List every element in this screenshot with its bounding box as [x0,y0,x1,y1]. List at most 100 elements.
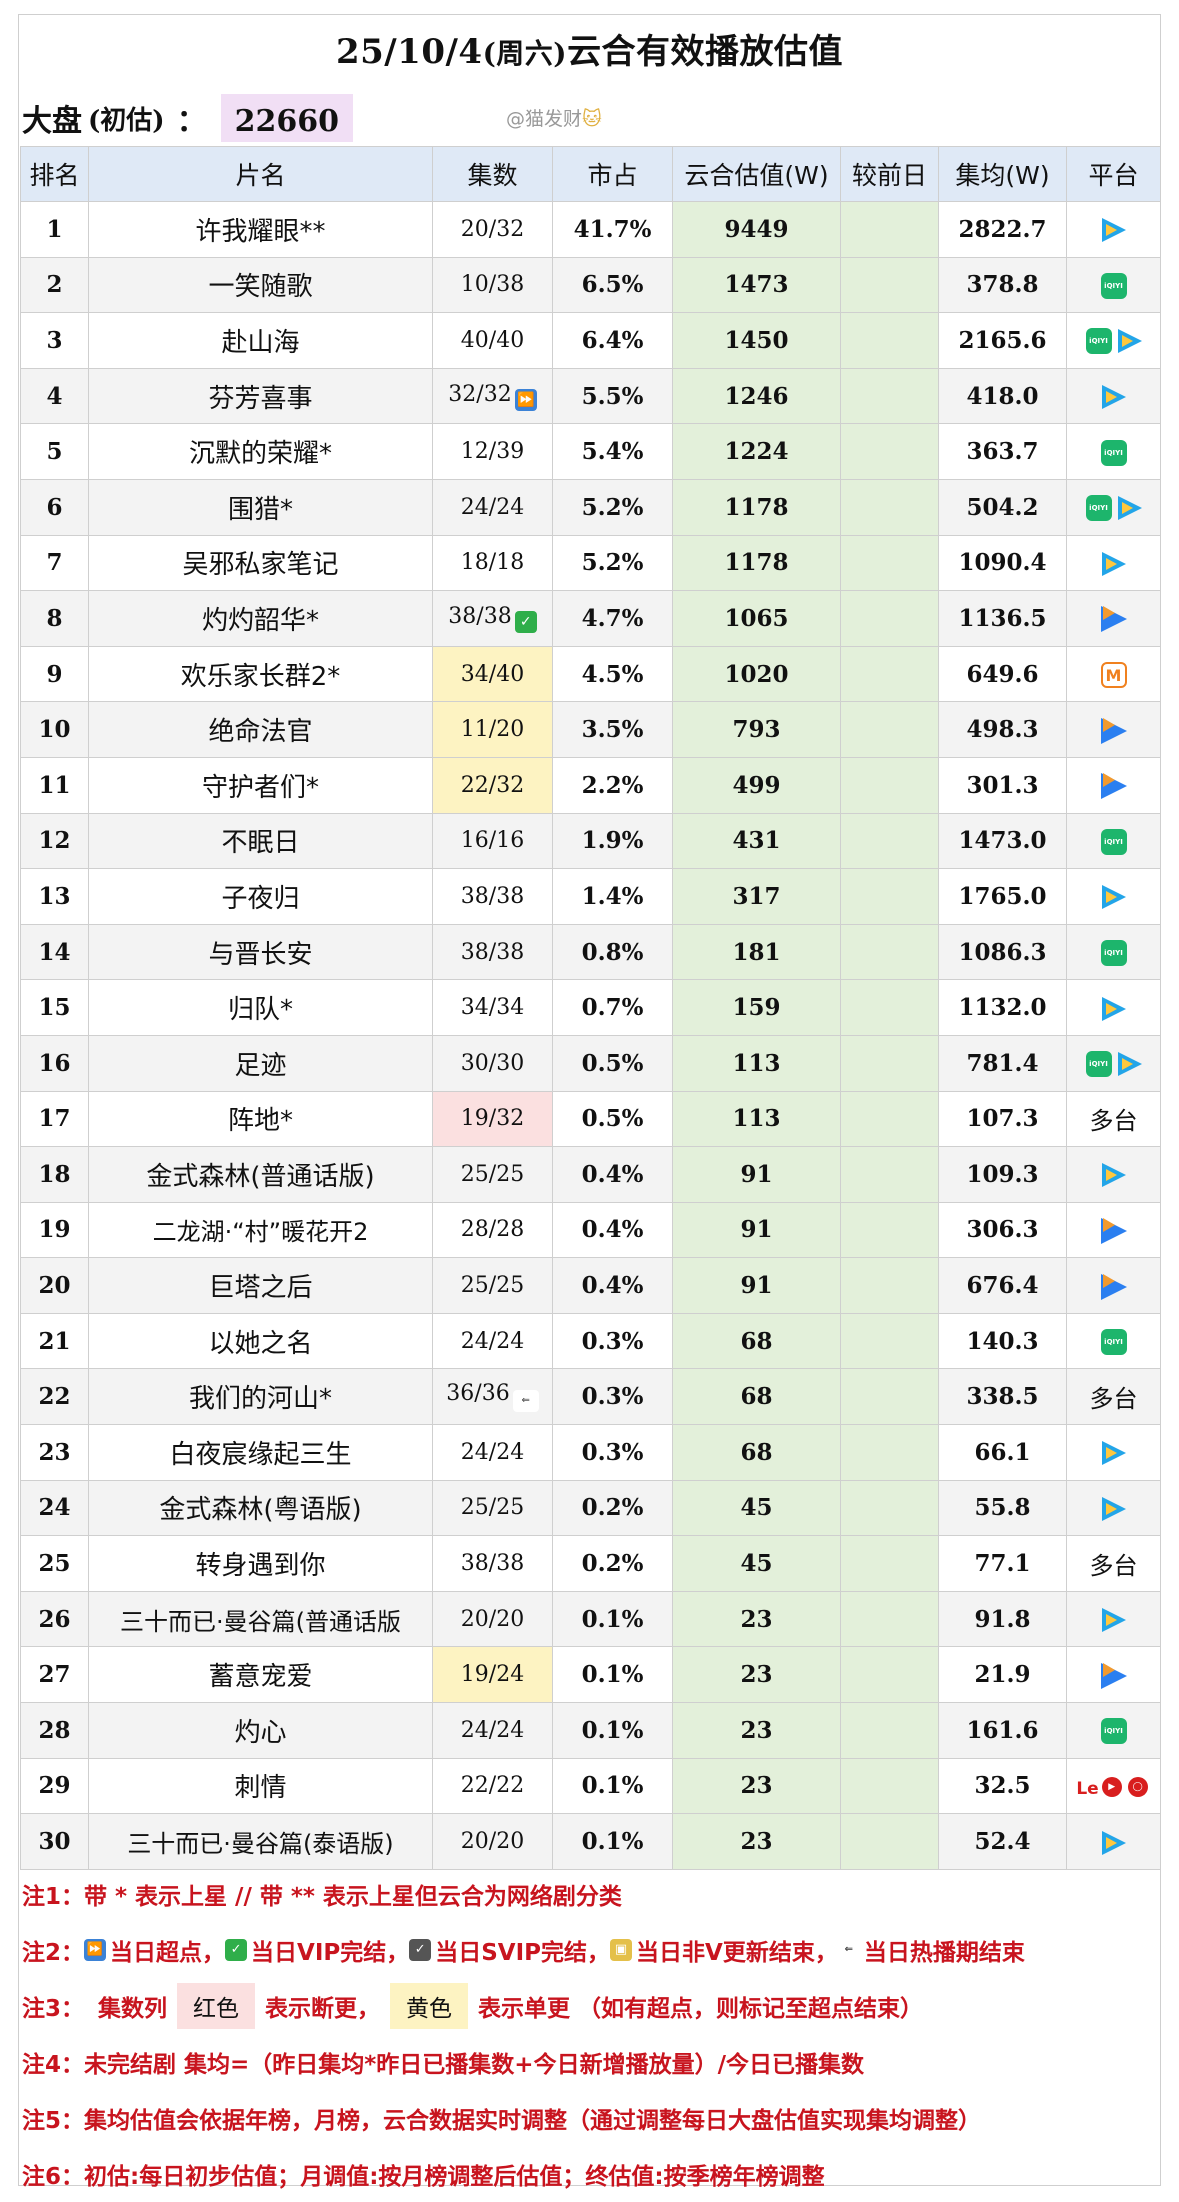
change-cell [840,645,939,703]
yellow-swatch: 黄色 [390,1983,469,2029]
episodes-cell: 22/32 [432,756,553,814]
episodes-text: 24/24 [460,1439,525,1465]
note-2: 注2： ⏩ 当日超点， ✓ 当日VIP完结， ✓ 当日SVIP完结， ▣ 当日非V更新结… [22,1922,1162,1978]
youku-icon [1100,773,1127,800]
platform-cell: iQIYI [1066,312,1161,369]
average-cell: 378.8 [938,256,1067,314]
episodes-cell: 20/32 [432,201,553,258]
rank-cell: 15 [20,979,89,1036]
column-header: 排名 [20,146,89,202]
rank-cell: 18 [20,1146,89,1203]
table-row: 7 吴邪私家笔记 18/18 5.2% 1178 1090.4 [20,534,1161,592]
table-row: 11 守护者们* 22/32 2.2% 499 301.3 [20,756,1161,814]
share-cell: 5.2% [552,534,673,592]
notes-section: 注1：带 * 表示上星 // 带 ** 表示上星但云合为网络剧分类 注2： ⏩ 当… [22,1866,1162,2202]
platform-cell: iQIYI [1066,923,1161,981]
episodes-cell: 24/24 [432,1312,553,1370]
column-header: 平台 [1066,146,1161,202]
change-cell [840,590,939,647]
rank-cell: 19 [20,1201,89,1259]
platform-cell [1066,367,1161,425]
episodes-text: 25/25 [460,1273,525,1299]
table-row: 14 与晋长安 38/38 0.8% 181 1086.3 iQIYI [20,923,1161,981]
platform-cell [1066,534,1161,592]
ranking-table: 排名 片名 集数 市占 云合估值(W) 较前日 集均(W) 平台 1 许我耀眼** 20/32 41… [20,146,1161,1870]
tencent-video-icon [1101,1496,1126,1521]
title-cell: 绝命法官 [88,701,433,758]
letv-icon: Le ▶ ◯ [1076,1772,1150,1800]
title-cell: 白夜宸缘起三生 [88,1424,433,1481]
title-cell: 巨塔之后 [88,1257,433,1314]
episodes-text: 11/20 [460,717,525,743]
platform-cell [1066,201,1161,258]
average-cell: 1086.3 [938,923,1067,981]
episodes-text: 19/32 [460,1106,525,1132]
youku-icon [1100,606,1127,633]
platform-cell [1066,979,1161,1036]
youku-icon [1100,1273,1127,1300]
estimate-cell: 1178 [672,534,841,592]
svip-check-icon: ✓ [409,1939,432,1961]
title-cell: 三十而已·曼谷篇(泰语版) [88,1813,433,1870]
note-2-d: 当日非V更新结束， [636,1940,838,1966]
change-cell [840,1034,939,1092]
title-cell: 阵地* [88,1090,433,1148]
average-cell: 1765.0 [938,868,1067,925]
title-text: 云合有效播放估值 [567,32,844,72]
table-row: 22 我们的河山* 36/36 ⇐ 0.3% 68 338.5 多台 [20,1368,1161,1426]
iqiyi-icon: iQIYI [1100,940,1127,967]
estimate-cell: 68 [672,1312,841,1370]
rank-cell: 6 [20,478,89,536]
change-cell [840,1479,939,1537]
change-cell [840,1757,939,1815]
episodes-cell: 18/18 [432,534,553,592]
estimate-cell: 91 [672,1257,841,1314]
note-1: 注1：带 * 表示上星 // 带 ** 表示上星但云合为网络剧分类 [22,1884,622,1910]
share-cell: 0.5% [552,1034,673,1092]
estimate-cell: 317 [672,868,841,925]
title-cell: 不眠日 [88,812,433,870]
rank-cell: 25 [20,1535,89,1592]
estimate-cell: 68 [672,1424,841,1481]
change-cell [840,979,939,1036]
estimate-cell: 45 [672,1535,841,1592]
title-cell: 三十而已·曼谷篇(普通话版 [88,1590,433,1648]
share-cell: 6.4% [552,312,673,369]
table-row: 20 巨塔之后 25/25 0.4% 91 676.4 [20,1257,1161,1314]
episodes-cell: 38/38 [432,1535,553,1592]
note-6: 注6：初估:每日初步估值；月调值:按月榜调整后估值；终估值:按季榜年榜调整 [22,2164,825,2190]
average-cell: 418.0 [938,367,1067,425]
column-header: 集数 [432,146,553,202]
platform-cell [1066,756,1161,814]
episodes-cell: 20/20 [432,1813,553,1870]
rank-cell: 30 [20,1813,89,1870]
platform-cell: iQIYI [1066,1702,1161,1759]
share-cell: 0.8% [552,923,673,981]
letv-circle-icon: ◯ [1127,1777,1148,1798]
average-cell: 32.5 [938,1757,1067,1815]
tencent-video-icon [1101,218,1126,243]
average-cell: 55.8 [938,1479,1067,1537]
table-row: 8 灼灼韶华* 38/38 ✓ 4.7% 1065 1136.5 [20,590,1161,647]
share-cell: 4.5% [552,645,673,703]
table-body: 1 许我耀眼** 20/32 41.7% 9449 2822.7 2 一笑随歌 10/38 6.5… [20,201,1161,1870]
estimate-cell: 499 [672,756,841,814]
table-row: 26 三十而已·曼谷篇(普通话版 20/20 0.1% 23 91.8 [20,1590,1161,1648]
iqiyi-icon: iQIYI [1100,1718,1127,1745]
average-cell: 676.4 [938,1257,1067,1314]
estimate-cell: 431 [672,812,841,870]
rank-cell: 22 [20,1368,89,1426]
estimate-cell: 1450 [672,312,841,369]
youku-icon [1100,717,1127,744]
episodes-cell: 24/24 [432,1702,553,1759]
share-cell: 0.3% [552,1424,673,1481]
estimate-cell: 23 [672,1590,841,1648]
episodes-cell: 38/38 [432,923,553,981]
episodes-text: 25/25 [460,1495,525,1521]
platform-cell: iQIYI [1066,256,1161,314]
table-row: 19 二龙湖·“村”暖花开2 28/28 0.4% 91 306.3 [20,1201,1161,1259]
episodes-cell: 16/16 [432,812,553,870]
table-row: 28 灼心 24/24 0.1% 23 161.6 iQIYI [20,1702,1161,1759]
estimate-cell: 91 [672,1146,841,1203]
change-cell [840,1257,939,1314]
